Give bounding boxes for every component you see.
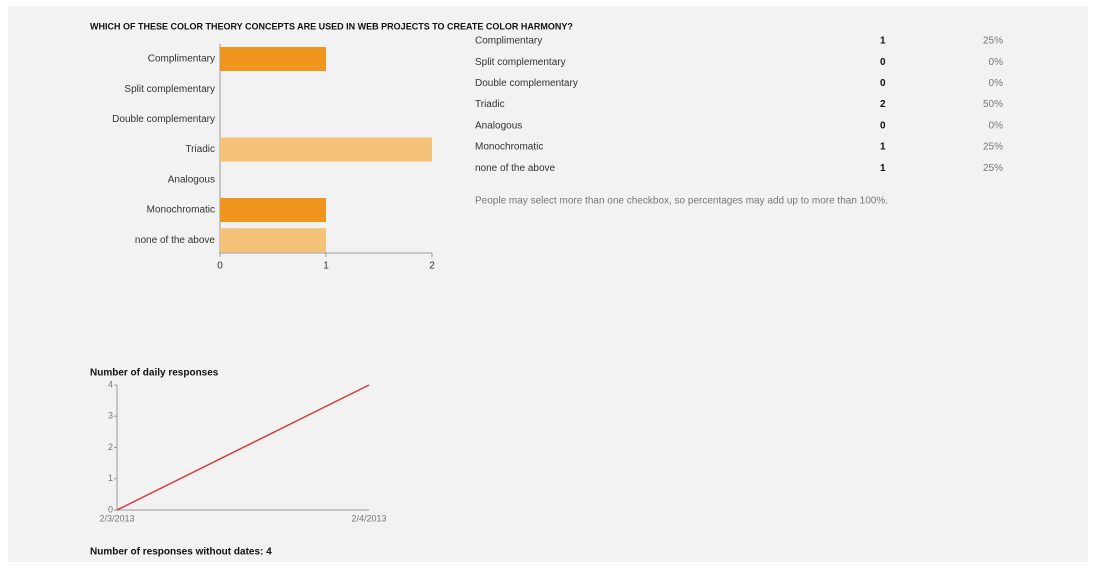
row-label: Split complementary	[475, 57, 566, 68]
row-percent: 50%	[983, 99, 1003, 110]
question-title: WHICH OF THESE COLOR THEORY CONCEPTS ARE…	[90, 21, 573, 31]
row-percent: 25%	[983, 163, 1003, 174]
bar	[220, 198, 326, 222]
row-count: 0	[880, 57, 886, 68]
undated-count: Number of responses without dates: 4	[90, 547, 272, 558]
line	[116, 384, 370, 511]
category-label: Triadic	[185, 144, 215, 155]
category-label: Monochromatic	[147, 205, 215, 216]
y-tick-label: 0	[108, 504, 113, 514]
y-tick-label: 2	[108, 442, 113, 452]
x-tick-label: 0	[217, 261, 223, 272]
category-label: none of the above	[135, 235, 216, 246]
row-percent: 25%	[983, 36, 1003, 47]
category-label: Analogous	[168, 174, 215, 185]
y-tick-label: 4	[108, 379, 113, 389]
x-tick-label: 2	[429, 261, 435, 272]
y-tick-label: 1	[108, 473, 113, 483]
row-count: 0	[880, 78, 886, 89]
row-percent: 25%	[983, 142, 1003, 153]
category-label: Split complementary	[124, 84, 215, 95]
row-count: 1	[880, 163, 886, 174]
y-tick-label: 3	[108, 411, 113, 421]
row-count: 1	[880, 36, 886, 47]
row-label: Complimentary	[475, 36, 542, 47]
panel	[8, 6, 1088, 562]
x-tick-label: 2/4/2013	[351, 513, 386, 523]
row-count: 0	[880, 120, 886, 131]
row-percent: 0%	[989, 78, 1004, 89]
note: People may select more than one checkbox…	[475, 196, 888, 207]
x-tick-label: 2/3/2013	[99, 513, 134, 523]
category-label: Complimentary	[148, 54, 215, 65]
x-tick-label: 1	[323, 261, 329, 272]
category-label: Double complementary	[112, 114, 215, 125]
bar	[220, 137, 432, 162]
row-label: none of the above	[475, 163, 556, 174]
row-count: 1	[880, 142, 886, 153]
chart-title: Number of daily responses	[90, 368, 219, 379]
bar	[220, 47, 326, 71]
row-label: Analogous	[475, 120, 522, 131]
bar	[220, 228, 326, 253]
row-label: Triadic	[475, 99, 505, 110]
row-percent: 0%	[989, 57, 1004, 68]
row-label: Monochromatic	[475, 142, 543, 153]
row-count: 2	[880, 99, 886, 110]
row-label: Double complementary	[475, 78, 578, 89]
row-percent: 0%	[989, 120, 1004, 131]
